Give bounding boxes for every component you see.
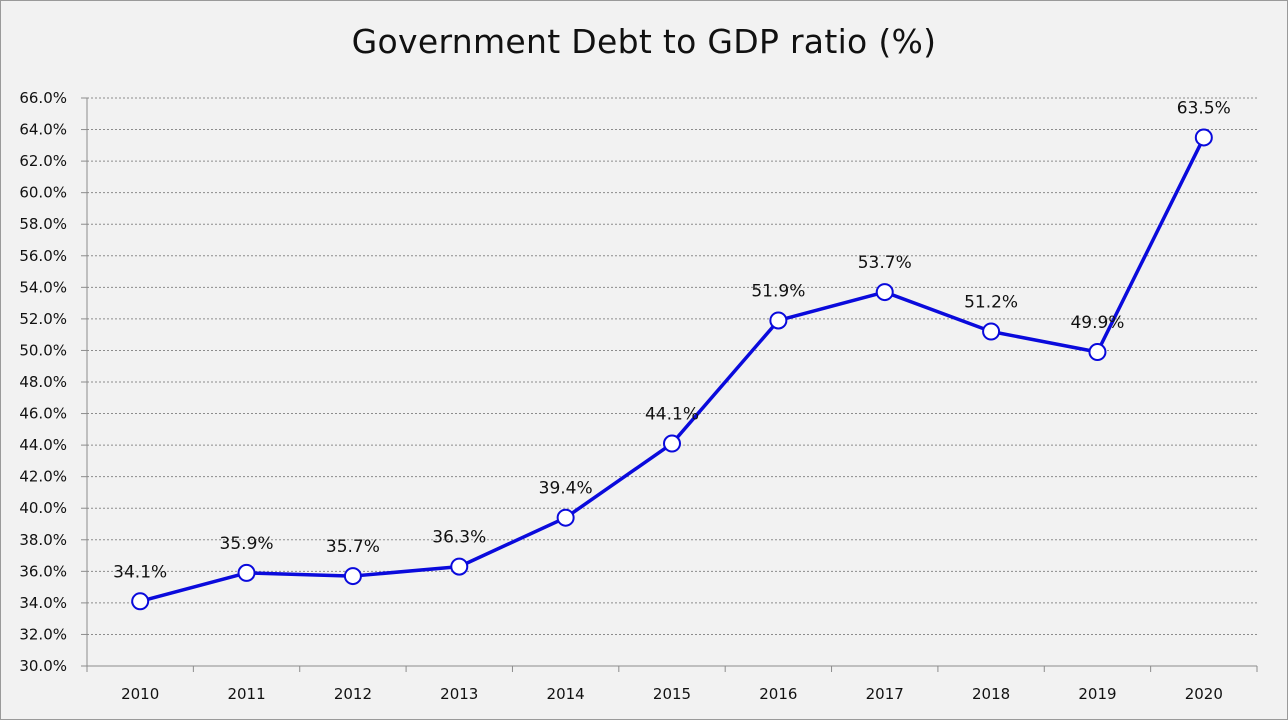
- y-tick-label: 36.0%: [19, 562, 67, 580]
- y-tick-label: 66.0%: [19, 89, 67, 107]
- data-label: 53.7%: [858, 253, 912, 273]
- data-label: 39.4%: [539, 479, 593, 499]
- data-label: 36.3%: [432, 528, 486, 548]
- y-tick-label: 54.0%: [19, 278, 67, 296]
- series: [139, 136, 1206, 604]
- y-tick-label: 42.0%: [19, 468, 67, 486]
- y-tick-label: 62.0%: [19, 152, 67, 170]
- y-tick-label: 34.0%: [19, 594, 67, 612]
- x-tick-label: 2015: [653, 685, 691, 703]
- y-axis-tick-labels: 30.0% 32.0% 34.0% 36.0% 38.0% 40.0% 42.0% 44.0%…: [19, 89, 67, 675]
- data-point: [450, 557, 469, 576]
- data-point: [343, 567, 362, 586]
- x-axis-tick-labels: 2010 2011 2012 2013 2014 2015 2016 2017 2018 2019…: [121, 685, 1223, 703]
- x-tick-label: 2012: [334, 685, 372, 703]
- x-tick-label: 2017: [866, 685, 904, 703]
- data-label: 49.9%: [1070, 313, 1124, 333]
- data-point: [131, 592, 150, 611]
- data-label: 44.1%: [645, 405, 699, 425]
- data-point: [663, 434, 681, 453]
- data-point: [237, 563, 256, 582]
- data-point: [769, 311, 788, 330]
- x-tick-label: 2013: [440, 685, 478, 703]
- x-tick-label: 2019: [1078, 685, 1116, 703]
- y-tick-label: 52.0%: [19, 310, 67, 328]
- x-tick-label: 2020: [1185, 685, 1223, 703]
- y-tick-label: 38.0%: [19, 531, 67, 549]
- data-point: [1088, 343, 1107, 362]
- data-point: [1194, 128, 1213, 147]
- y-tick-label: 46.0%: [19, 405, 67, 423]
- data-labels: 34.1% 35.9% 35.7% 36.3% 39.4% 44.1% 51.9% 53.7%…: [113, 98, 1231, 582]
- y-tick-label: 44.0%: [19, 436, 67, 454]
- y-tick-label: 58.0%: [19, 215, 67, 233]
- y-tick-label: 64.0%: [19, 121, 67, 139]
- data-label: 51.2%: [964, 293, 1018, 313]
- y-tick-label: 30.0%: [19, 657, 67, 675]
- series-line: [139, 136, 1206, 604]
- chart-title: Government Debt to GDP ratio (%): [351, 22, 937, 61]
- data-label: 51.9%: [751, 281, 805, 301]
- axes: [81, 97, 1258, 672]
- y-tick-label: 50.0%: [19, 341, 67, 359]
- x-tick-label: 2018: [972, 685, 1010, 703]
- gridlines: [87, 97, 1257, 635]
- data-point: [982, 322, 1001, 341]
- x-tick-label: 2014: [547, 685, 585, 703]
- y-tick-label: 56.0%: [19, 247, 67, 265]
- data-point: [875, 283, 894, 302]
- x-tick-label: 2011: [227, 685, 265, 703]
- data-label: 35.9%: [220, 534, 274, 554]
- data-label: 35.7%: [326, 537, 380, 557]
- data-point: [556, 508, 575, 527]
- x-tick-label: 2016: [759, 685, 797, 703]
- y-tick-label: 32.0%: [19, 625, 67, 643]
- data-label: 34.1%: [113, 562, 167, 582]
- y-tick-label: 40.0%: [19, 499, 67, 517]
- markers: [131, 128, 1213, 611]
- y-tick-label: 60.0%: [19, 184, 67, 202]
- y-tick-label: 48.0%: [19, 373, 67, 391]
- x-tick-label: 2010: [121, 685, 159, 703]
- data-label: 63.5%: [1177, 98, 1231, 118]
